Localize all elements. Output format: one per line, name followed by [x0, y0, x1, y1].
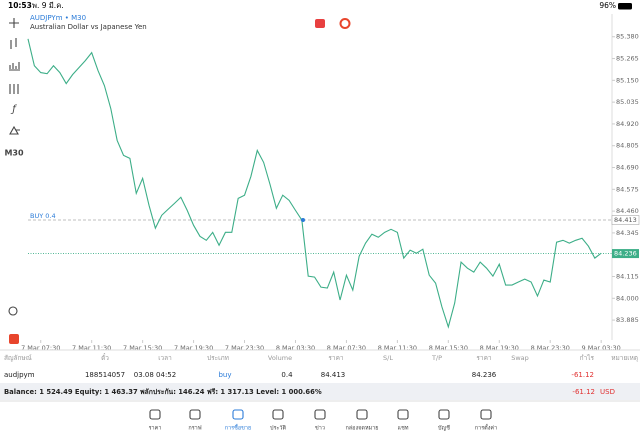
y-tick-label: 85.035	[616, 98, 639, 106]
nav-icon[interactable]	[272, 409, 284, 420]
y-tick-label: 84.115	[616, 273, 639, 281]
cell: 0.4	[281, 371, 293, 379]
chart-type-tool[interactable]	[10, 38, 17, 49]
header: S/L	[383, 354, 393, 362]
volume-tool[interactable]	[9, 62, 20, 71]
nav-icon[interactable]	[189, 409, 201, 420]
nav-icon[interactable]	[356, 409, 368, 420]
nav-icon[interactable]	[397, 409, 409, 420]
header: ราคา	[476, 354, 491, 362]
x-tick-label: 8 Mar 23:30	[531, 344, 570, 352]
x-tick-label: 8 Mar 07:30	[327, 344, 366, 352]
cell: 84.236	[472, 371, 497, 379]
x-tick-label: 7 Mar 11:30	[72, 344, 111, 352]
objects-tool[interactable]	[9, 125, 20, 135]
function-tool[interactable]: ƒ	[10, 104, 17, 115]
toolbar: ƒ M30	[4, 18, 24, 344]
x-tick-label: 9 Mar 03:30	[582, 344, 621, 352]
table-header: สัญลักษณ์ ตั๋ว เวลา ประเภท Volume ราคา S…	[4, 353, 638, 362]
trade-button[interactable]	[315, 19, 325, 28]
cell: audjpym	[4, 371, 35, 379]
indicators-tool[interactable]	[9, 84, 19, 94]
y-tick-label: 84.000	[616, 294, 639, 302]
status-time: 10:53	[8, 1, 32, 10]
y-tick-label: 84.575	[616, 185, 639, 193]
nav-label[interactable]: บัญชี	[438, 425, 450, 432]
plot: 85.380 85.265 85.150 85.035 84.920 84.805 84.6…	[21, 33, 640, 352]
y-tick-label: 84.345	[616, 229, 639, 237]
bid-price: 84.236	[614, 250, 637, 258]
nav-label[interactable]: การตั้งค่า	[475, 424, 497, 432]
nav-icon[interactable]	[480, 409, 492, 420]
header: Swap	[511, 354, 529, 362]
y-tick-label: 85.265	[616, 55, 639, 63]
header: ตั๋ว	[101, 353, 109, 362]
x-tick-label: 7 Mar 07:30	[21, 344, 60, 352]
header: Volume	[268, 354, 292, 362]
y-tick-label: 83.885	[616, 316, 639, 324]
chart-symbol: AUDJPYm • M30	[30, 14, 86, 22]
nav-label[interactable]: ข่าว	[315, 426, 325, 432]
summary-bar	[0, 383, 640, 400]
cell: -61.12	[571, 371, 594, 379]
price-line	[27, 38, 602, 329]
summary-text: Balance: 1 524.49 Equity: 1 463.37 พลักป…	[4, 388, 322, 396]
y-tick-label: 85.150	[616, 76, 639, 84]
cell: 84.413	[321, 371, 346, 379]
battery-icon	[618, 3, 632, 10]
x-tick-label: 8 Mar 19:30	[480, 344, 519, 352]
zoom-tool[interactable]	[8, 306, 18, 316]
y-tick-label: 84.690	[616, 164, 639, 172]
x-tick-label: 8 Mar 03:30	[276, 344, 315, 352]
app-icon[interactable]	[9, 334, 19, 344]
order-price-box	[611, 215, 640, 225]
trade-row[interactable]: audjpym 188514057 03.08 04:52 buy 0.4 84…	[4, 371, 594, 379]
nav-label[interactable]: การซื้อขาย	[225, 424, 251, 432]
cell: buy	[218, 371, 231, 379]
x-tick-label: 7 Mar 23:30	[225, 344, 264, 352]
nav-icon[interactable]	[232, 409, 244, 420]
header: สัญลักษณ์	[4, 354, 32, 362]
header: ราคา	[328, 354, 343, 362]
nav-icon[interactable]	[149, 409, 161, 420]
x-tick-label: 7 Mar 15:30	[123, 344, 162, 352]
nav-icon[interactable]	[314, 409, 326, 420]
nav-label[interactable]: กราฟ	[188, 425, 201, 432]
nav-label[interactable]: กล่องจดหมาย	[345, 426, 378, 432]
x-tick-label: 8 Mar 15:30	[429, 344, 468, 352]
bid-price-box	[612, 249, 639, 259]
timeframe[interactable]: M30	[4, 149, 24, 158]
nav-icon[interactable]	[438, 409, 450, 420]
summary-profit: -61.12	[572, 388, 595, 396]
header: T/P	[431, 354, 442, 362]
y-tick-label: 84.460	[616, 207, 639, 215]
header: หมายเหตุ	[611, 354, 638, 362]
signal-button[interactable]	[339, 18, 351, 29]
header: เวลา	[158, 354, 172, 362]
entry-marker	[301, 218, 305, 222]
header: กำไร	[580, 354, 595, 362]
x-tick-label: 8 Mar 11:30	[378, 344, 417, 352]
crosshair-tool[interactable]	[9, 18, 19, 28]
cell: 188514057	[85, 371, 125, 379]
summary-currency: USD	[600, 388, 615, 396]
header: ประเภท	[207, 354, 229, 362]
order-label: BUY 0.4	[30, 212, 56, 220]
order-price: 84.413	[614, 216, 637, 224]
bottom-nav: ราคา กราฟ การซื้อขาย ประวัติ ข่าว กล่องจดหมาย…	[149, 409, 497, 432]
y-tick-label: 85.380	[616, 33, 639, 41]
y-tick-label: 84.805	[616, 142, 639, 150]
x-tick-label: 7 Mar 19:30	[174, 344, 213, 352]
cell: 03.08 04:52	[134, 371, 176, 379]
nav-label[interactable]: ราคา	[149, 426, 162, 432]
y-tick-label: 84.920	[616, 120, 639, 128]
status-battery: 96%	[599, 1, 616, 10]
chart-description: Australian Dollar vs Japanese Yen	[30, 23, 147, 31]
status-date: พ. 9 มี.ค.	[32, 1, 64, 10]
nav-label[interactable]: ประวัติ	[270, 425, 286, 432]
nav-label[interactable]: แชท	[398, 425, 409, 432]
